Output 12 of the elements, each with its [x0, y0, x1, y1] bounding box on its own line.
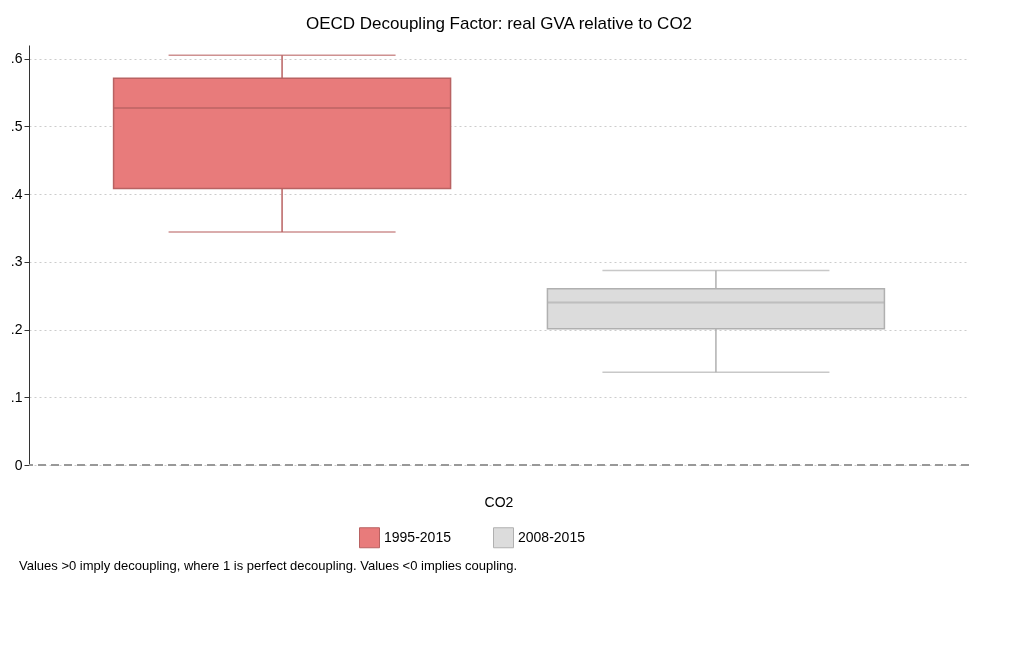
- y-tick-label: .1: [10, 388, 23, 405]
- y-tick-label: .6: [10, 50, 23, 67]
- y-tick-label: .3: [10, 253, 23, 270]
- text: Values >0 imply decoupling, where 1 is perfect decoupling. Values <0 implies coupling.: [19, 558, 518, 573]
- legend-label: 2008-2015: [518, 528, 586, 545]
- y-tick-label: .4: [10, 185, 23, 202]
- y-tick-label: 0: [14, 456, 23, 473]
- y-tick-label: .5: [10, 117, 23, 134]
- x-tick-label: CO2: [484, 493, 514, 510]
- chart-title: OECD Decoupling Factor: real GVA relative to CO2: [305, 14, 693, 33]
- y-tick-label: .2: [10, 321, 23, 338]
- legend-label: 1995-2015: [384, 528, 452, 545]
